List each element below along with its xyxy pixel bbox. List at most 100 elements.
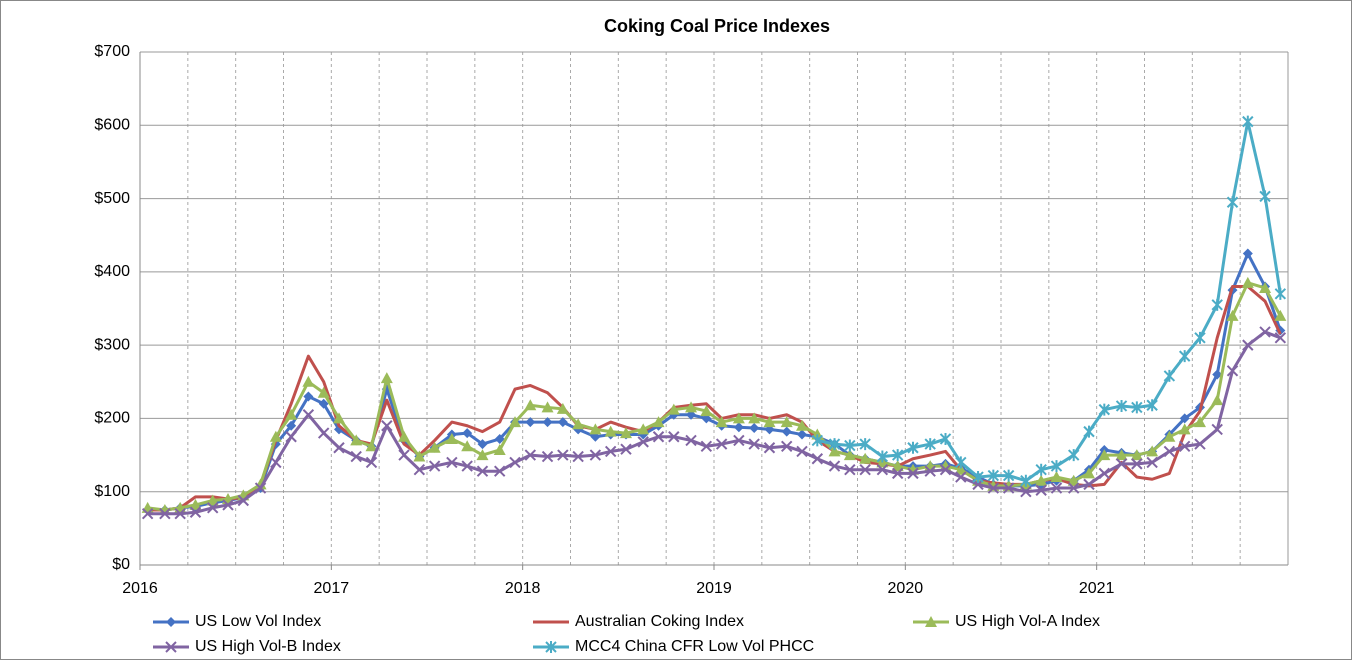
- marker: [1098, 449, 1111, 461]
- marker: [1193, 416, 1206, 428]
- marker: [545, 641, 557, 653]
- y-tick-label: $300: [94, 336, 130, 353]
- marker: [1050, 471, 1063, 483]
- marker: [1098, 403, 1111, 416]
- marker: [476, 465, 489, 477]
- marker: [1002, 469, 1015, 482]
- marker: [380, 372, 393, 384]
- marker: [876, 450, 889, 463]
- marker: [781, 426, 792, 437]
- marker: [509, 456, 521, 469]
- series-line: [147, 281, 1282, 512]
- marker: [939, 432, 952, 445]
- marker: [525, 417, 536, 428]
- marker: [285, 408, 298, 420]
- marker: [1131, 401, 1143, 414]
- marker: [557, 449, 569, 461]
- marker: [477, 439, 488, 450]
- marker: [1226, 309, 1239, 321]
- marker: [891, 467, 904, 480]
- marker: [652, 416, 665, 428]
- marker: [141, 507, 154, 520]
- marker: [1131, 458, 1143, 470]
- marker: [541, 450, 554, 463]
- marker: [254, 478, 267, 490]
- marker: [1146, 456, 1158, 469]
- marker: [668, 431, 680, 443]
- marker: [828, 438, 841, 451]
- marker: [365, 456, 378, 469]
- marker: [924, 438, 936, 451]
- marker: [637, 436, 649, 448]
- marker: [445, 432, 458, 444]
- marker: [700, 440, 713, 452]
- marker: [413, 450, 426, 462]
- x-tick-label: 2016: [122, 580, 158, 597]
- marker: [939, 460, 952, 472]
- marker: [1163, 369, 1176, 382]
- marker: [667, 403, 680, 415]
- marker: [1226, 365, 1239, 377]
- legend-label: US Low Vol Index: [195, 613, 321, 630]
- marker: [907, 467, 919, 480]
- marker: [859, 464, 871, 476]
- marker: [652, 431, 665, 443]
- marker: [1050, 482, 1063, 494]
- marker: [476, 449, 489, 461]
- y-tick-label: $200: [94, 410, 130, 427]
- marker: [907, 441, 919, 454]
- marker: [1163, 430, 1176, 442]
- marker: [859, 438, 871, 451]
- marker: [524, 449, 537, 461]
- marker: [891, 460, 904, 472]
- marker: [165, 641, 177, 653]
- y-tick-label: $500: [94, 190, 130, 207]
- marker: [972, 471, 984, 484]
- marker: [1211, 394, 1224, 406]
- marker: [1083, 478, 1095, 491]
- marker: [428, 441, 441, 453]
- marker: [1163, 445, 1176, 458]
- marker: [844, 464, 856, 476]
- marker: [222, 499, 234, 511]
- marker: [1242, 248, 1253, 259]
- marker: [1083, 425, 1095, 438]
- marker: [1146, 445, 1159, 457]
- marker: [509, 416, 522, 428]
- marker: [541, 401, 554, 413]
- marker: [1211, 298, 1223, 311]
- marker: [619, 427, 632, 439]
- marker: [987, 469, 1000, 482]
- marker: [1212, 369, 1223, 380]
- marker: [589, 449, 602, 461]
- marker: [270, 456, 282, 469]
- marker: [286, 420, 297, 431]
- marker: [1002, 482, 1015, 494]
- marker: [1068, 449, 1080, 462]
- marker: [269, 430, 282, 442]
- marker: [461, 460, 473, 472]
- marker: [637, 423, 650, 435]
- x-tick-label: 2021: [1079, 580, 1115, 597]
- marker: [924, 465, 936, 477]
- marker: [333, 442, 345, 454]
- marker: [987, 482, 1000, 494]
- marker: [811, 453, 824, 465]
- marker: [1259, 190, 1271, 203]
- marker: [350, 450, 362, 463]
- marker: [589, 423, 602, 435]
- marker: [494, 433, 505, 444]
- marker: [318, 398, 329, 409]
- marker: [1242, 115, 1254, 128]
- marker: [1035, 484, 1047, 496]
- y-tick-label: $400: [94, 263, 130, 280]
- marker: [159, 507, 171, 520]
- marker: [1146, 399, 1158, 412]
- marker: [1020, 486, 1032, 498]
- marker: [254, 482, 267, 494]
- marker: [317, 427, 330, 439]
- marker: [763, 442, 776, 454]
- marker: [189, 506, 202, 518]
